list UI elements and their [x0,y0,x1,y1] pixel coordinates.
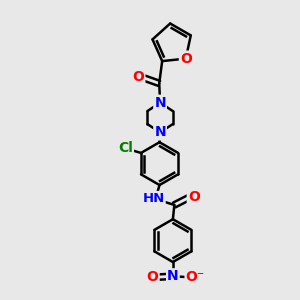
Text: HN: HN [142,192,165,205]
Text: N: N [154,125,166,140]
Text: O: O [180,52,192,66]
Text: O: O [188,190,200,204]
Text: N: N [154,96,166,110]
Text: Cl: Cl [118,142,133,155]
Text: O⁻: O⁻ [186,270,205,284]
Text: O: O [147,270,159,284]
Text: O: O [133,70,144,84]
Text: N: N [167,269,179,283]
